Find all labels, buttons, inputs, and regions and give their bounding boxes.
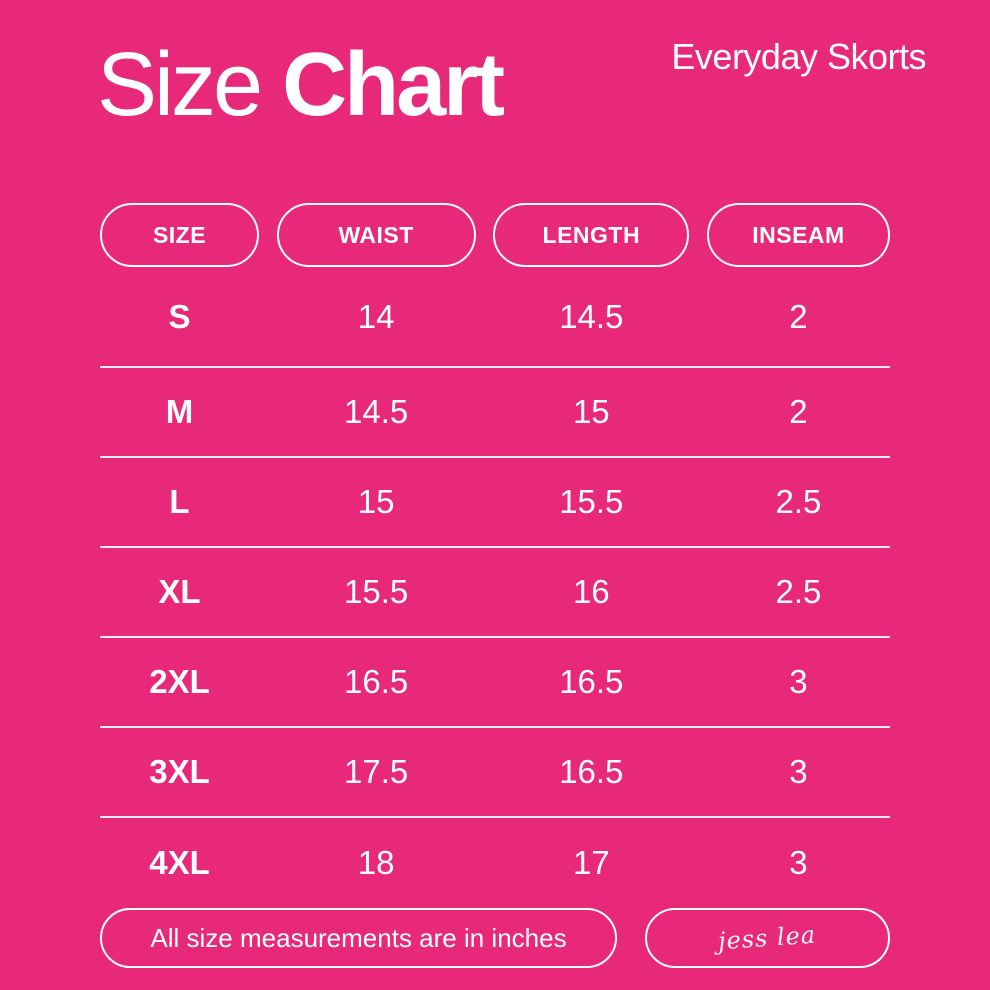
page-title: Size Chart [97,40,505,130]
length-cell: 16.5 [559,753,624,790]
brand-signature-pill: jess lea [645,908,890,968]
inseam-cell: 3 [789,663,808,700]
footer: All size measurements are in inches jess… [100,908,890,968]
column-header-inseam: INSEAM [706,203,890,267]
inseam-cell: 3 [789,753,808,790]
waist-cell: 15 [357,483,395,520]
inseam-cell: 2.5 [775,483,822,520]
table-row: 3XL 17.5 16.5 3 [100,728,890,818]
column-header-length: LENGTH [493,203,690,267]
size-cell: XL [158,573,201,610]
waist-cell: 14.5 [344,393,409,430]
inseam-cell: 3 [789,844,808,881]
size-cell: 4XL [149,844,210,881]
inseam-cell: 2 [789,297,808,335]
inseam-cell: 2.5 [775,573,822,610]
table-header-row: SIZE WAIST LENGTH INSEAM [100,203,890,267]
table-body: S 14 14.5 2 M 14.5 15 2 L 15 15.5 2.5 XL… [100,267,890,908]
table-row: M 14.5 15 2 [100,368,890,458]
table-row: XL 15.5 16 2.5 [100,548,890,638]
page-title-regular: Size [97,35,263,135]
inseam-cell: 2 [789,393,808,430]
column-header-waist: WAIST [276,203,476,267]
waist-cell: 14 [357,297,395,335]
waist-cell: 15.5 [344,573,409,610]
size-cell: 2XL [149,663,210,700]
table-row: 2XL 16.5 16.5 3 [100,638,890,728]
column-header-size: SIZE [100,203,259,267]
size-cell: S [168,297,191,335]
length-cell: 15.5 [559,483,624,520]
waist-cell: 16.5 [344,663,409,700]
page-title-bold: Chart [282,35,505,135]
brand-signature: jess lea [717,920,818,956]
product-name: Everyday Skorts [671,36,926,77]
size-cell: M [165,393,194,430]
table-row: S 14 14.5 2 [100,267,890,368]
table-row: 4XL 18 17 3 [100,818,890,908]
waist-cell: 17.5 [344,753,409,790]
waist-cell: 18 [357,844,395,881]
measurement-note: All size measurements are in inches [150,922,567,953]
length-cell: 14.5 [559,297,624,335]
length-cell: 16.5 [559,663,624,700]
length-cell: 17 [572,844,610,881]
size-cell: 3XL [149,753,210,790]
length-cell: 16 [572,573,610,610]
table-row: L 15 15.5 2.5 [100,458,890,548]
measurement-note-pill: All size measurements are in inches [100,908,617,968]
length-cell: 15 [572,393,610,430]
size-cell: L [169,483,190,520]
